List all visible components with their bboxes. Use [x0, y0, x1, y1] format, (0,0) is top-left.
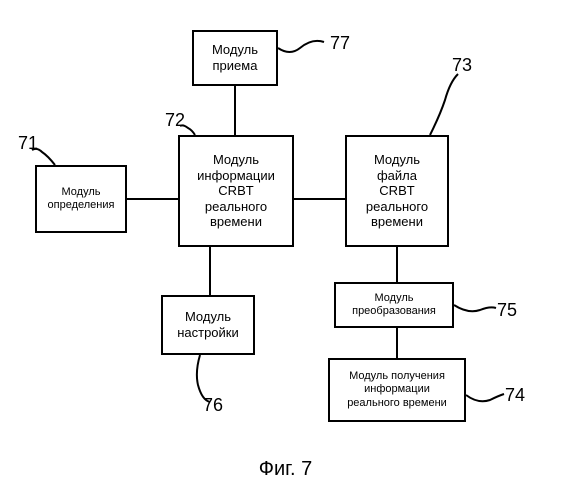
leader-74	[0, 0, 571, 500]
node-module-transform: Модульпреобразования	[334, 282, 454, 328]
edge-73-75	[396, 247, 398, 282]
node-module-settings: Модульнастройки	[161, 295, 255, 355]
ref-label-74: 74	[505, 385, 525, 406]
ref-label-72: 72	[165, 110, 185, 131]
node-module-realtime-info: Модуль полученияинформацииреального врем…	[328, 358, 466, 422]
figure-caption: Фиг. 7	[0, 458, 571, 481]
node-module-crbt-info: МодульинформацииCRBTреальноговремени	[178, 135, 294, 247]
node-module-crbt-file: МодульфайлаCRBTреальноговремени	[345, 135, 449, 247]
leader-71	[0, 0, 571, 500]
ref-label-71: 71	[18, 133, 38, 154]
leader-72	[0, 0, 571, 500]
ref-label-75: 75	[497, 300, 517, 321]
ref-label-73: 73	[452, 55, 472, 76]
edge-77-72	[234, 86, 236, 135]
ref-label-76: 76	[203, 395, 223, 416]
leader-73	[0, 0, 571, 500]
leader-76	[0, 0, 571, 500]
node-module-reception: Модульприема	[192, 30, 278, 86]
edge-71-72	[127, 198, 178, 200]
edge-75-74	[396, 328, 398, 358]
edge-72-73	[294, 198, 345, 200]
node-module-definition: Модульопределения	[35, 165, 127, 233]
leader-77	[0, 0, 571, 500]
leader-75	[0, 0, 571, 500]
ref-label-77: 77	[330, 33, 350, 54]
edge-72-76	[209, 247, 211, 295]
